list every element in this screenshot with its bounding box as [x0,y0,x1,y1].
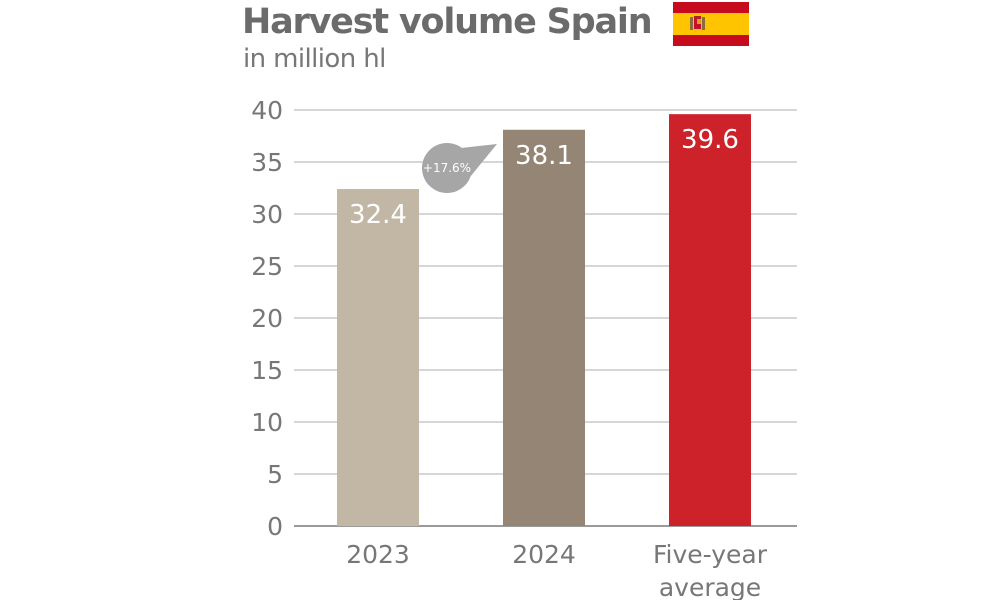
flag-bottom-stripe [673,35,749,46]
y-tick-label: 40 [251,96,283,125]
flag-coat-of-arms-icon [690,16,705,30]
change-callout-bubble [422,143,472,193]
x-category-label: Five-year [653,540,768,569]
y-tick-label: 15 [251,356,283,385]
bar-value-label: 39.6 [681,125,739,155]
bar [669,114,751,526]
y-tick-label: 0 [267,512,283,541]
y-tick-label: 10 [251,408,283,437]
flag-top-stripe [673,2,749,13]
bar [503,129,585,526]
y-tick-label: 20 [251,304,283,333]
x-category-label: 2023 [346,540,410,569]
bar-value-label: 38.1 [515,141,573,171]
bar-value-label: 32.4 [349,200,407,230]
y-tick-label: 5 [267,460,283,489]
chart-title: Harvest volume Spain [242,2,653,42]
chart-subtitle: in million hl [243,44,386,74]
y-tick-label: 25 [251,252,283,281]
x-category-label: 2024 [512,540,576,569]
x-category-label: average [659,573,761,600]
spain-flag-icon [673,2,749,46]
change-callout-label: +17.6% [423,161,471,175]
y-tick-label: 30 [251,200,283,229]
bar [337,189,419,527]
y-tick-label: 35 [251,148,283,177]
